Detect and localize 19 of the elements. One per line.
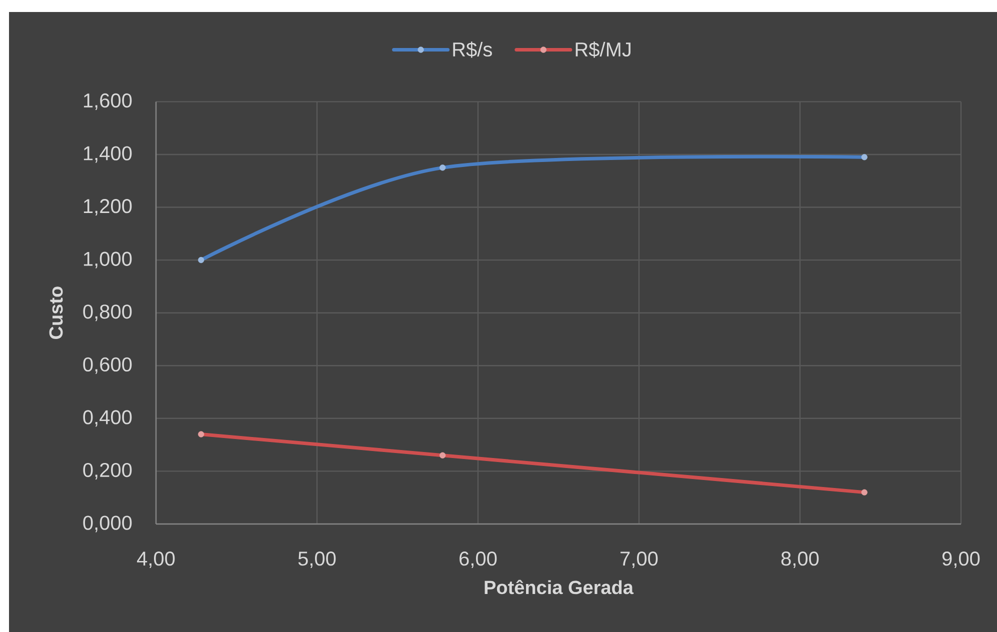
y-tick-label: 0,600 bbox=[83, 357, 132, 374]
x-axis-title: Potência Gerada bbox=[484, 580, 634, 594]
y-tick-label: 0,200 bbox=[83, 462, 132, 480]
y-tick-label: 1,000 bbox=[84, 252, 132, 268]
x-tick-label: 9,00 bbox=[942, 552, 980, 568]
legend-label: R$/MJ bbox=[576, 42, 630, 58]
x-tick-label: 6,00 bbox=[460, 552, 497, 568]
y-tick-label: 0,400 bbox=[83, 410, 132, 427]
y-tick-label: 1,600 bbox=[84, 93, 132, 110]
x-tick-label: 8,00 bbox=[781, 552, 819, 568]
x-tick-label: 7,00 bbox=[620, 552, 658, 568]
y-tick-label: 0,800 bbox=[83, 304, 132, 322]
x-tick-label: 5,00 bbox=[298, 552, 336, 568]
y-axis-title: Custo bbox=[49, 286, 63, 339]
y-tick-label: 1,400 bbox=[84, 146, 132, 163]
legend-label: R$/s bbox=[453, 42, 492, 58]
y-tick-label: 0,000 bbox=[83, 516, 132, 532]
y-tick-label: 1,200 bbox=[84, 199, 132, 216]
x-tick-label: 4,00 bbox=[137, 552, 175, 568]
